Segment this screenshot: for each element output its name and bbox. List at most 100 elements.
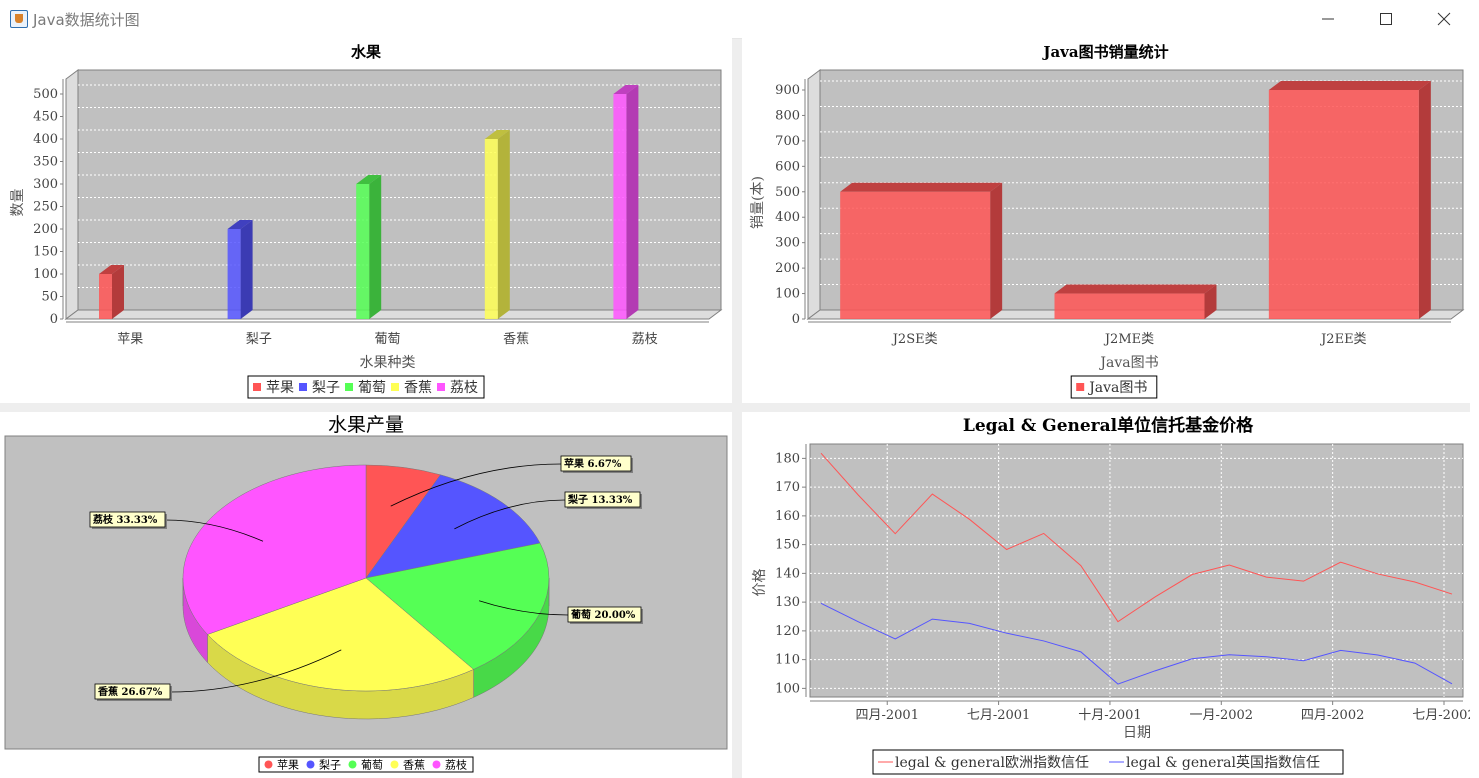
- y-tick-label: 50: [41, 290, 58, 305]
- x-tick-label: J2ME类: [1103, 332, 1154, 347]
- y-tick-label: 300: [775, 236, 800, 251]
- close-button[interactable]: [1415, 0, 1473, 38]
- chart-legend: 苹果 梨子 葡萄 香蕉 荔枝: [247, 375, 485, 399]
- pie-label-link: [164, 519, 264, 542]
- bar-side: [1204, 284, 1217, 319]
- pie-label-box: [560, 455, 632, 472]
- book-sales-chart-panel: Java图书销量统计 0 100 200 300 400 500 600 700 800 900 J2…: [742, 38, 1470, 403]
- y-tick-label: 900: [775, 83, 800, 98]
- y-tick-label: 200: [775, 261, 800, 276]
- legend-swatch: [253, 383, 261, 391]
- x-axis-label: 水果种类: [360, 355, 416, 371]
- pie-label-link: [479, 600, 569, 616]
- legend-label: 苹果: [266, 380, 294, 396]
- chart-legend: legal & general欧洲指数信任 legal & general英国指数…: [872, 749, 1344, 775]
- y-tick-label: 140: [775, 566, 800, 581]
- y-tick-label: 500: [33, 87, 58, 102]
- y-tick-label: 100: [775, 287, 800, 302]
- legend-label: Java图书: [1087, 380, 1147, 396]
- series-line-2: [820, 602, 1453, 685]
- minimize-button[interactable]: [1299, 0, 1357, 38]
- pie-label-text: 梨子 13.33%: [567, 493, 633, 506]
- legend-label: 葡萄: [358, 380, 386, 396]
- chart-title: 水果: [351, 43, 382, 61]
- bar-梨子: [227, 220, 253, 319]
- legend-swatch: [306, 760, 315, 769]
- legend-swatch: [1076, 383, 1085, 391]
- pie-label-link: [454, 499, 566, 530]
- maximize-button[interactable]: [1357, 0, 1415, 38]
- pie-label-box: [94, 683, 171, 700]
- pie-label-link: [169, 649, 342, 693]
- bar-top: [484, 130, 510, 139]
- bar-top: [99, 265, 124, 274]
- bar-front: [227, 229, 241, 319]
- legend-label: legal & general英国指数信任: [1126, 754, 1320, 771]
- legend-swatch: [432, 760, 441, 769]
- legend-label: 荔枝: [445, 757, 467, 771]
- x-tick-label: 七月-2002: [1412, 708, 1470, 723]
- bar-top: [840, 182, 1003, 192]
- pie-slice-葡萄: [365, 542, 550, 670]
- y-tick-label: 0: [792, 312, 800, 327]
- pie-label-text: 葡萄 20.00%: [570, 608, 636, 621]
- bar-top: [1268, 81, 1431, 90]
- legend-label: 香蕉: [403, 758, 425, 771]
- legend-swatch: [264, 760, 273, 769]
- bar-side: [369, 175, 382, 319]
- x-axis-label: 日期: [1123, 725, 1151, 741]
- bar-top: [356, 175, 382, 184]
- java-app-icon: [10, 10, 28, 28]
- x-tick-label: 香蕉: [503, 332, 529, 347]
- y-tick-label: 450: [33, 110, 58, 125]
- fruit-bar-chart-panel: 水果 0 50 100 150 200 250 300 350 400 450 500 苹果 梨子 葡萄 香蕉…: [0, 38, 732, 403]
- y-tick-label: 500: [775, 185, 800, 200]
- bar-side: [497, 130, 510, 319]
- pie-label-text: 香蕉 26.67%: [98, 685, 163, 698]
- y-tick-label: 130: [775, 595, 800, 610]
- y-tick-label: 170: [775, 480, 800, 495]
- pie-slice-荔枝: [182, 464, 367, 635]
- bar-葡萄: [356, 175, 382, 319]
- legend-swatch: [437, 383, 445, 391]
- pie-label-box: [567, 606, 642, 623]
- y-tick-label: 110: [775, 653, 800, 668]
- window-edge: [1470, 0, 1479, 778]
- bar-side: [626, 85, 639, 319]
- y-tick-label: 160: [775, 509, 800, 524]
- y-tick-label: 120: [775, 624, 800, 639]
- series-line-1: [820, 452, 1453, 623]
- x-tick-label: 四月-2002: [1301, 708, 1364, 723]
- bar-top: [613, 85, 639, 94]
- bar-front: [484, 139, 498, 319]
- x-tick-label: J2EE类: [1319, 332, 1366, 347]
- legend-label: 梨子: [312, 380, 340, 396]
- x-tick-label: 葡萄: [374, 332, 400, 347]
- window-titlebar: Java数据统计图: [0, 0, 1479, 39]
- x-tick-label: 四月-2001: [855, 708, 918, 723]
- y-tick-label: 400: [775, 210, 800, 225]
- bar-side: [1418, 81, 1431, 319]
- x-tick-label: 梨子: [246, 332, 272, 347]
- bar-J2EE类: [1268, 81, 1431, 319]
- pie-label-box: [89, 511, 166, 528]
- bar-side: [112, 265, 124, 319]
- y-axis-label: 价格: [752, 569, 768, 597]
- legend-border: [872, 749, 1344, 775]
- legend-label: 香蕉: [404, 380, 432, 396]
- bar-front: [99, 274, 112, 319]
- pie-label-box: [564, 491, 641, 508]
- bar-J2SE类: [840, 182, 1003, 319]
- y-tick-label: 150: [33, 245, 58, 260]
- chart-legend: Java图书: [1070, 375, 1158, 399]
- y-tick-label: 800: [775, 108, 800, 123]
- bar-top: [1054, 284, 1217, 294]
- legend-swatch: [391, 383, 399, 391]
- legend-border: [1070, 375, 1158, 399]
- bar-side: [990, 182, 1003, 319]
- legend-border: [247, 375, 485, 399]
- y-axis-label: 销量(本): [750, 176, 766, 229]
- x-tick-label: 苹果: [117, 332, 143, 347]
